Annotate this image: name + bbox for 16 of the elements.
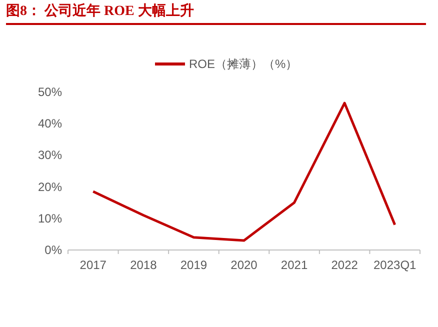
xtick: 2018 xyxy=(130,258,157,272)
ytick: 0% xyxy=(44,243,62,257)
ytick: 20% xyxy=(38,180,62,194)
xtick: 2022 xyxy=(331,258,358,272)
ytick: 10% xyxy=(38,211,62,226)
ytick: 30% xyxy=(38,148,62,162)
title: 图8： 公司近年 ROE 大幅上升 xyxy=(6,2,426,25)
legend: ROE（摊薄）（%） xyxy=(155,57,298,71)
xtick: 2020 xyxy=(230,258,258,272)
xtick: 2023Q1 xyxy=(374,258,416,272)
legend-label: ROE（摊薄）（%） xyxy=(189,57,298,71)
xtick: 2021 xyxy=(280,258,308,272)
ytick: 40% xyxy=(38,116,62,131)
xtick: 2017 xyxy=(80,258,106,272)
xtick: 2019 xyxy=(180,258,208,272)
ytick: 50% xyxy=(38,85,62,99)
